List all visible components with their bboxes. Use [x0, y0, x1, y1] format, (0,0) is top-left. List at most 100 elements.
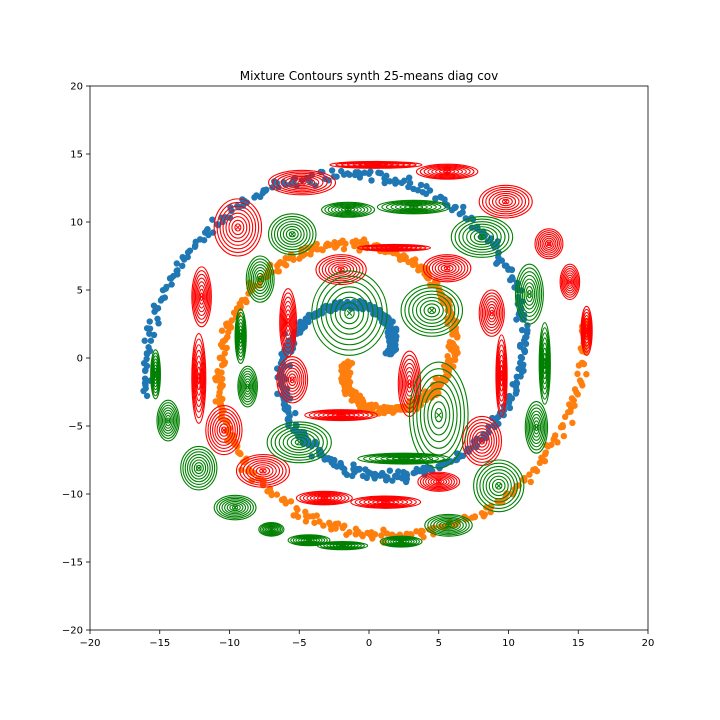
contour-line [330, 204, 366, 215]
component-mean-marker [321, 495, 328, 501]
contour-line [189, 456, 209, 480]
contour-line [559, 263, 581, 301]
contour-line [235, 315, 246, 358]
contour-line [151, 355, 160, 394]
contour-line [298, 536, 321, 544]
y-tick-label: 10 [70, 218, 83, 229]
scatter-point [251, 194, 258, 201]
mixture-component [473, 459, 525, 513]
contour-line [412, 293, 452, 328]
scatter-point [460, 203, 467, 211]
x-tick-label: 0 [366, 638, 372, 649]
contour-line [237, 322, 245, 351]
scatter-point [410, 185, 417, 193]
contour-line [221, 499, 249, 516]
scatter-point [571, 386, 579, 393]
contour-line [226, 502, 244, 513]
scatter-point [459, 452, 467, 460]
contour-line [374, 454, 434, 463]
scatter-point [324, 240, 331, 247]
scatter-point [302, 518, 310, 525]
contour-line [485, 188, 527, 215]
contour-line [184, 451, 213, 486]
chart-title: Mixture Contours synth 25-means diag cov [240, 69, 499, 83]
component-mean-marker [435, 478, 442, 485]
mixture-component [379, 535, 423, 548]
x-tick-label: −10 [219, 638, 240, 649]
contour-line [216, 496, 254, 519]
scatter-point [280, 260, 288, 267]
contour-line [445, 523, 453, 528]
contour-line [495, 194, 517, 209]
scatter-point [282, 349, 289, 357]
scatter-point [140, 387, 147, 395]
contour-line [192, 338, 206, 419]
contour-line [216, 201, 260, 253]
contour-line [565, 274, 575, 290]
contour-line [344, 208, 352, 212]
scatter-point [218, 362, 226, 369]
scatter-point [209, 216, 216, 223]
contour-line [534, 228, 564, 260]
contour-line [458, 221, 506, 253]
contour-line [234, 223, 242, 232]
contour-line [395, 539, 407, 544]
component-mean-marker [306, 537, 312, 544]
contour-line [486, 303, 498, 323]
contour-line [495, 334, 508, 418]
component-mean-marker [289, 231, 296, 238]
scatter-point [561, 413, 569, 421]
component-mean-marker [391, 244, 397, 251]
scatter-point [375, 169, 382, 176]
contour-line [415, 296, 448, 324]
scatter-point [437, 194, 445, 201]
scatter-point [368, 177, 375, 184]
scatter-point [351, 242, 358, 250]
scatter-point [513, 380, 521, 387]
contour-line [306, 493, 343, 503]
scatter-point [287, 498, 295, 505]
contour-line [324, 259, 358, 280]
contour-line [324, 202, 372, 217]
y-axis: −20 −15 −10 −5 0 5 10 15 20 [62, 82, 90, 637]
mixture-component [191, 332, 207, 424]
contour-line [191, 332, 207, 424]
contour-line [583, 318, 590, 344]
contour-line [191, 459, 207, 477]
mixture-component [311, 270, 388, 356]
scatter-point [501, 262, 509, 269]
scatter-point [421, 270, 428, 278]
component-mean-marker [498, 372, 505, 379]
scatter-point [532, 465, 539, 473]
scatter-point [346, 529, 353, 536]
mixture-component [245, 255, 275, 303]
contour-line [480, 292, 504, 334]
contour-line [234, 308, 247, 364]
contour-line [213, 198, 263, 257]
contour-line [330, 291, 369, 335]
mixture-component [268, 169, 337, 196]
contour-line [252, 464, 274, 478]
contour-line [153, 367, 158, 381]
scatter-point [407, 530, 414, 538]
contour-line [350, 495, 422, 509]
contour-line [564, 272, 576, 292]
contour-line [382, 536, 420, 547]
contour-line [476, 434, 488, 448]
contour-line [489, 309, 494, 317]
scatter-point [518, 354, 526, 362]
contour-line [270, 215, 314, 253]
contour-line [483, 298, 501, 329]
contour-line [252, 267, 268, 292]
contour-line [450, 216, 514, 258]
contour-line [244, 380, 251, 393]
contour-line [427, 476, 450, 488]
contour-line [274, 426, 324, 459]
scatter-point [389, 477, 396, 484]
contour-line [496, 339, 507, 412]
scatter-point [141, 367, 149, 375]
scatter-point [495, 249, 502, 256]
contour-line [213, 494, 257, 521]
contour-line [285, 370, 299, 389]
contour-line [193, 273, 210, 320]
